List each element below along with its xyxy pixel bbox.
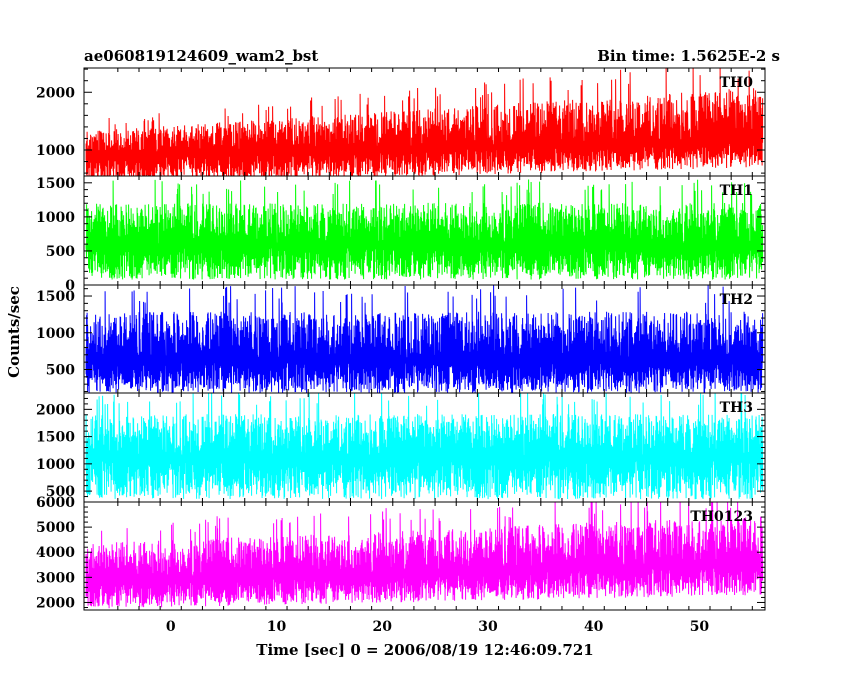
y-tick-label: 1000	[36, 326, 75, 342]
y-tick-label: 2000	[36, 402, 75, 418]
y-tick-label: 1500	[36, 430, 75, 446]
series-trace-th3	[85, 393, 764, 500]
y-axis-label: Counts/sec	[5, 286, 23, 378]
y-tick-label: 0	[65, 278, 75, 294]
x-tick-label: 50	[690, 619, 710, 635]
series-trace-th0123	[85, 502, 764, 609]
x-tick-label: 0	[166, 619, 176, 635]
y-tick-label: 1500	[36, 176, 75, 192]
x-tick-label: 30	[478, 619, 498, 635]
panel-th3: 500 1000 1500 2000 TH3	[36, 392, 766, 503]
panel-label-th0123: TH0123	[690, 509, 753, 525]
panel-th0123: 2000 3000 4000 5000 6000 TH0123	[36, 495, 766, 611]
panel-frame	[83, 501, 766, 611]
series-trace-th2	[85, 285, 764, 393]
y-tick-label: 4000	[36, 545, 75, 561]
y-tick-label: 1000	[36, 143, 75, 159]
y-tick-label: 6000	[36, 495, 75, 511]
series-trace-th0	[85, 68, 764, 176]
y-tick-label: 500	[46, 244, 75, 260]
series-trace-th1	[85, 179, 764, 280]
y-tick-label: 1500	[36, 289, 75, 305]
x-tick-label: 10	[267, 619, 287, 635]
panel-th0: 1000 2000 TH0	[36, 67, 766, 177]
x-tick-label: 40	[584, 619, 604, 635]
y-tick-label: 2000	[36, 85, 75, 101]
y-tick-label: 2000	[36, 595, 75, 611]
panel-th2: 500 1000 1500 TH2	[36, 284, 766, 394]
figure-title-right: Bin time: 1.5625E-2 s	[597, 47, 780, 65]
panel-label-th2: TH2	[720, 292, 753, 308]
y-tick-label: 500	[46, 362, 75, 378]
panel-label-th0: TH0	[720, 75, 754, 91]
y-tick-label: 500	[46, 484, 75, 500]
y-tick-label: 1000	[36, 210, 75, 226]
x-tick-label: 20	[372, 619, 392, 635]
y-tick-label: 3000	[36, 570, 75, 586]
panel-th1: 0 500 1000 1500 TH1	[36, 175, 766, 294]
y-tick-label: 5000	[36, 520, 75, 536]
figure-title-left: ae060819124609_wam2_bst	[84, 47, 318, 65]
panel-label-th3: TH3	[720, 400, 753, 416]
x-axis-label: Time [sec] 0 = 2006/08/19 12:46:09.721	[256, 641, 593, 659]
panel-label-th1: TH1	[720, 183, 753, 199]
y-tick-label: 1000	[36, 457, 75, 473]
